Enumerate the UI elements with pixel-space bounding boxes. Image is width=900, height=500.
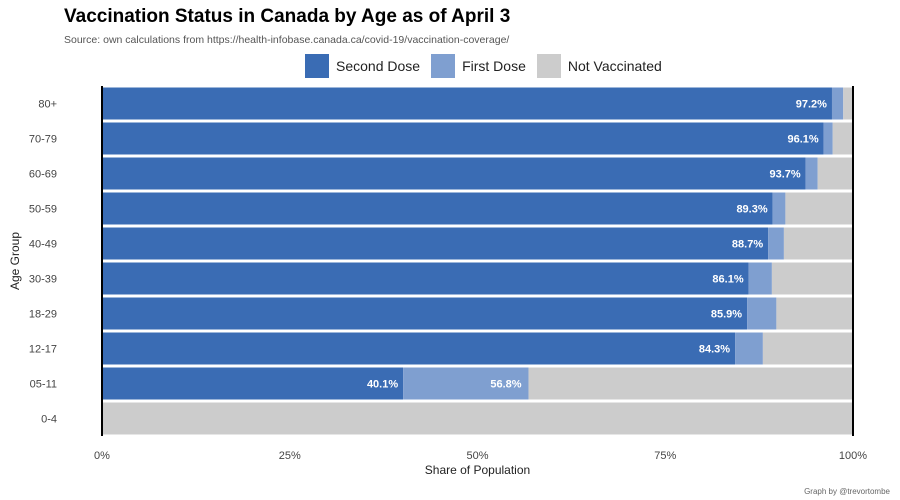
bar-not-vaccinated-70-79 bbox=[832, 122, 853, 155]
bar-first-dose-50-59 bbox=[772, 192, 786, 225]
x-tick-label-25: 25% bbox=[279, 450, 301, 462]
bar-not-vaccinated-30-39 bbox=[771, 262, 853, 295]
bar-not-vaccinated-60-69 bbox=[817, 157, 853, 190]
bar-second-dose-12-17 bbox=[102, 332, 736, 365]
bar-first-dose-30-39 bbox=[748, 262, 772, 295]
bar-second-dose-80 bbox=[102, 87, 832, 120]
y-tick-label-40-49: 40-49 bbox=[29, 239, 57, 251]
legend-swatch-first-dose bbox=[431, 54, 456, 78]
y-tick-label-30-39: 30-39 bbox=[29, 274, 57, 286]
bar-second-dose-18-29 bbox=[102, 297, 748, 330]
legend-item-second-dose: Second Dose bbox=[305, 54, 420, 78]
bar-second-dose-70-79 bbox=[102, 122, 824, 155]
bar-first-dose-40-49 bbox=[768, 227, 784, 260]
data-label-second-dose-70-79: 96.1% bbox=[788, 134, 819, 146]
x-axis-label: Share of Population bbox=[425, 463, 530, 477]
bar-first-dose-60-69 bbox=[805, 157, 818, 190]
y-tick-label-60-69: 60-69 bbox=[29, 169, 57, 181]
bar-not-vaccinated-80 bbox=[843, 87, 853, 120]
y-tick-label-05-11: 05-11 bbox=[30, 379, 57, 391]
credit: Graph by @trevortombe bbox=[804, 487, 890, 496]
y-tick-label-50-59: 50-59 bbox=[29, 204, 57, 216]
data-label-second-dose-50-59: 89.3% bbox=[736, 204, 767, 216]
bar-second-dose-60-69 bbox=[102, 157, 806, 190]
legend-swatch-second-dose bbox=[305, 54, 329, 78]
legend-item-first-dose: First Dose bbox=[431, 54, 526, 78]
chart-title: Vaccination Status in Canada by Age as o… bbox=[64, 6, 511, 27]
x-tick-label-50: 50% bbox=[466, 450, 488, 462]
y-axis-label: Age Group bbox=[8, 232, 22, 290]
chart-subtitle: Source: own calculations from https://he… bbox=[64, 34, 510, 46]
legend-label-second-dose: Second Dose bbox=[336, 58, 421, 74]
data-label-second-dose-30-39: 86.1% bbox=[712, 274, 743, 286]
bar-second-dose-50-59 bbox=[102, 192, 773, 225]
y-tick-label-12-17: 12-17 bbox=[29, 344, 57, 356]
bar-first-dose-80 bbox=[831, 87, 844, 120]
legend: Second Dose First Dose Not Vaccinated bbox=[305, 54, 673, 78]
bar-second-dose-40-49 bbox=[102, 227, 769, 260]
data-label-second-dose-80: 97.2% bbox=[796, 99, 827, 111]
bar-not-vaccinated-0-4 bbox=[102, 402, 853, 435]
bar-first-dose-12-17 bbox=[735, 332, 763, 365]
y-tick-label-80: 80+ bbox=[38, 99, 57, 111]
data-label-second-dose-18-29: 85.9% bbox=[711, 309, 742, 321]
legend-label-first-dose: First Dose bbox=[462, 58, 526, 74]
legend-item-not-vaccinated: Not Vaccinated bbox=[536, 54, 662, 78]
bar-not-vaccinated-12-17 bbox=[762, 332, 853, 365]
bar-not-vaccinated-50-59 bbox=[785, 192, 853, 225]
data-label-first-dose-05-11: 56.8% bbox=[490, 379, 521, 391]
bar-first-dose-05-11 bbox=[403, 367, 529, 400]
bar-first-dose-18-29 bbox=[747, 297, 777, 330]
data-label-second-dose-60-69: 93.7% bbox=[769, 169, 800, 181]
x-tick-label-100: 100% bbox=[839, 450, 867, 462]
y-tick-label-70-79: 70-79 bbox=[29, 134, 57, 146]
data-label-second-dose-05-11: 40.1% bbox=[367, 379, 398, 391]
bar-not-vaccinated-40-49 bbox=[783, 227, 853, 260]
y-tick-label-18-29: 18-29 bbox=[29, 309, 57, 321]
legend-swatch-not-vaccinated bbox=[536, 54, 561, 78]
bar-second-dose-30-39 bbox=[102, 262, 749, 295]
data-label-second-dose-40-49: 88.7% bbox=[732, 239, 763, 251]
bar-second-dose-05-11 bbox=[102, 367, 404, 400]
bar-first-dose-70-79 bbox=[823, 122, 833, 155]
legend-label-not-vaccinated: Not Vaccinated bbox=[567, 58, 662, 74]
bar-not-vaccinated-18-29 bbox=[776, 297, 853, 330]
x-tick-label-0: 0% bbox=[94, 450, 110, 462]
data-label-second-dose-12-17: 84.3% bbox=[699, 344, 730, 356]
x-tick-label-75: 75% bbox=[654, 450, 676, 462]
y-tick-label-0-4: 0-4 bbox=[41, 414, 57, 426]
bar-not-vaccinated-05-11 bbox=[528, 367, 853, 400]
